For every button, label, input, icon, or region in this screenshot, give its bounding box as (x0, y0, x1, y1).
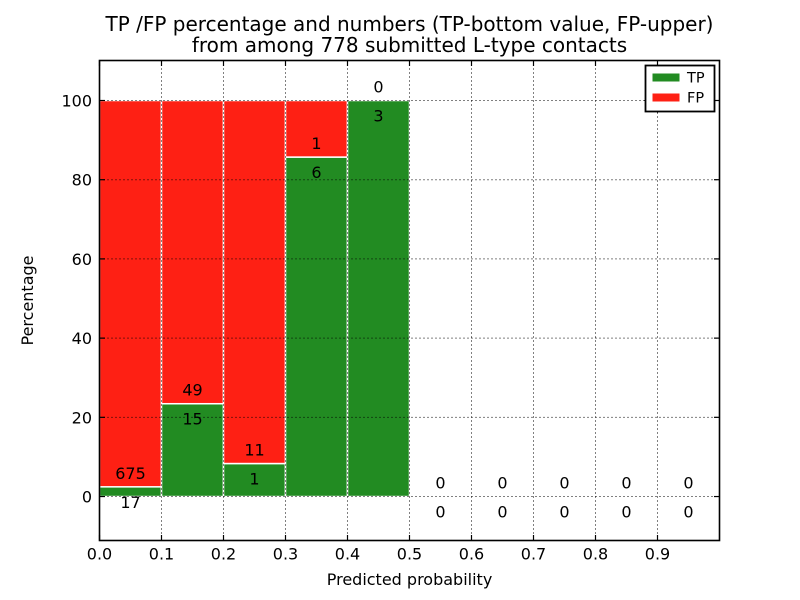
legend-box (644, 64, 716, 113)
bar-fp-segment (98, 99, 163, 488)
y-axis-label: Percentage (18, 255, 37, 345)
x-tick-label: 0.6 (459, 545, 484, 564)
axes-frame (98, 59, 721, 542)
legend-tp-swatch (652, 73, 680, 82)
x-tick-label: 0.1 (149, 545, 174, 564)
x-tick-label: 0.2 (211, 545, 236, 564)
tp-count-label: 3 (373, 107, 383, 126)
y-tick-label: 0 (82, 488, 92, 507)
x-tick-label: 0.9 (645, 545, 670, 564)
plot-area: 0.0 0.1 0.2 0.3 0.4 0.5 0.6 0.7 0.8 0.90204060801… (61, 60, 720, 564)
tp-count-label: 0 (621, 503, 631, 522)
tp-count-label: 6 (311, 163, 321, 182)
tp-count-label: 0 (435, 503, 445, 522)
fp-count-label: 0 (497, 474, 507, 493)
chart-title-line1: TP /FP percentage and numbers (TP-bottom… (105, 12, 714, 36)
x-axis-label: Predicted probability (327, 570, 493, 589)
legend-tp-label: TP (686, 71, 705, 87)
x-tick-label: 0.8 (583, 545, 608, 564)
tp-count-label: 1 (249, 470, 259, 489)
y-tick-label: 20 (72, 408, 92, 427)
legend-fp-swatch (652, 93, 680, 102)
fp-count-label: 675 (115, 464, 146, 483)
tp-count-label: 17 (120, 493, 140, 512)
tp-count-label: 0 (497, 503, 507, 522)
fp-count-label: 0 (373, 78, 383, 97)
x-tick-label: 0.0 (87, 545, 112, 564)
chart-title-line2: from among 778 submitted L-type contacts (192, 33, 627, 57)
fp-count-label: 0 (435, 474, 445, 493)
tp-count-label: 0 (559, 503, 569, 522)
y-tick-label: 80 (72, 171, 92, 190)
legend: TP FP (644, 64, 716, 113)
x-tick-label: 0.3 (273, 545, 298, 564)
bar-fp-segment (222, 99, 287, 465)
fp-count-label: 0 (683, 474, 693, 493)
y-tick-label: 40 (72, 329, 92, 348)
fp-count-label: 0 (559, 474, 569, 493)
fp-count-label: 1 (311, 134, 321, 153)
tp-count-label: 0 (683, 503, 693, 522)
y-tick-label: 100 (61, 92, 92, 111)
bar-tp-segment (284, 156, 349, 498)
bar-tp-segment (160, 402, 225, 498)
tp-count-label: 15 (182, 410, 202, 429)
bar-fp-segment (160, 99, 225, 405)
x-tick-label: 0.5 (397, 545, 422, 564)
fp-count-label: 0 (621, 474, 631, 493)
legend-fp-label: FP (687, 91, 704, 107)
x-tick-label: 0.4 (335, 545, 360, 564)
x-tick-label: 0.7 (521, 545, 546, 564)
fp-count-label: 11 (244, 441, 264, 460)
bar-tp-segment (346, 99, 411, 498)
y-tick-label: 60 (72, 250, 92, 269)
fp-count-label: 49 (182, 381, 202, 400)
